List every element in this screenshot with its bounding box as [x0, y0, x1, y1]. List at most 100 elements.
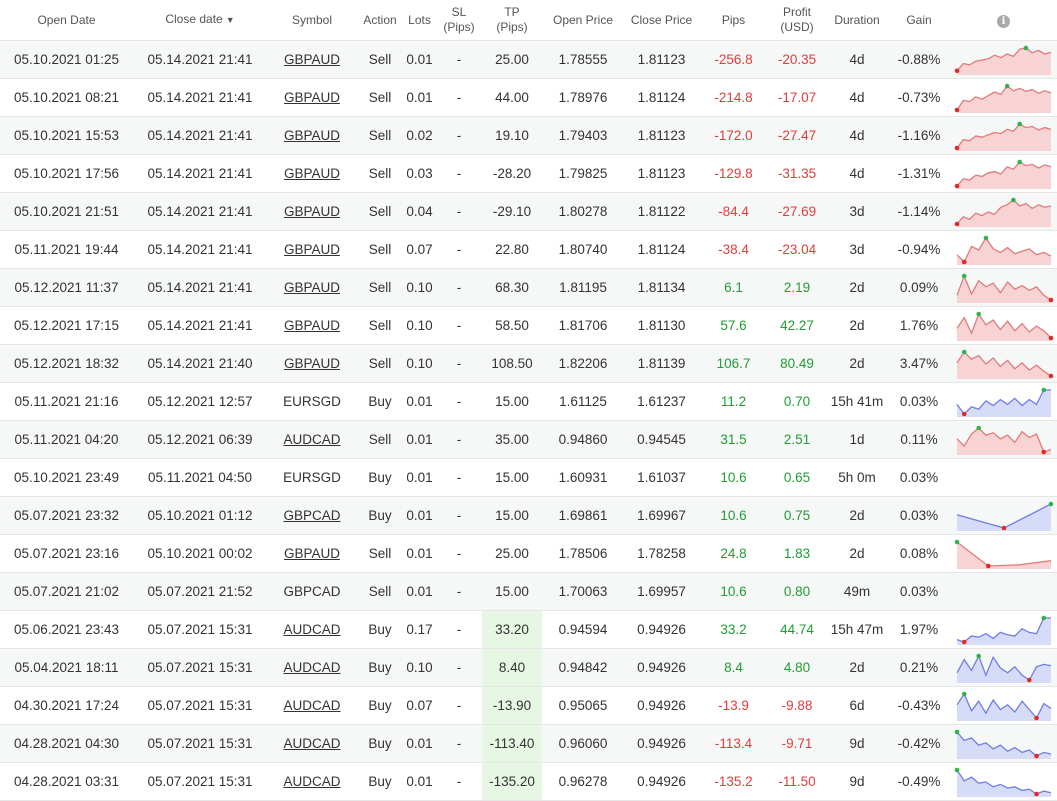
sparkline-max-dot — [1048, 501, 1053, 506]
tp-cell: 35.00 — [482, 420, 542, 459]
table-row[interactable]: 04.28.2021 03:31 05.07.2021 15:31 AUDCAD Bu… — [0, 762, 1057, 801]
close-price-cell: 1.69967 — [624, 496, 699, 535]
equity-sparkline[interactable] — [954, 615, 1054, 645]
symbol-link[interactable]: GBPAUD — [283, 52, 340, 67]
lots-cell: 0.17 — [403, 610, 436, 649]
gain-cell: -0.43% — [888, 686, 950, 725]
header-action[interactable]: Action — [357, 0, 403, 41]
equity-sparkline[interactable] — [954, 311, 1054, 341]
table-row[interactable]: 05.11.2021 19:44 05.14.2021 21:41 GBPAUD Se… — [0, 230, 1057, 269]
symbol-link[interactable]: AUDCAD — [283, 736, 341, 751]
header-close-date[interactable]: Close date ▼ — [133, 0, 267, 41]
equity-sparkline[interactable] — [954, 121, 1054, 151]
sparkline-area — [956, 47, 1051, 75]
header-close-price[interactable]: Close Price — [624, 0, 699, 41]
table-row[interactable]: 05.10.2021 01:25 05.14.2021 21:41 GBPAUD Se… — [0, 40, 1057, 79]
equity-sparkline[interactable] — [954, 425, 1054, 455]
table-row[interactable]: 05.10.2021 21:51 05.14.2021 21:41 GBPAUD Se… — [0, 192, 1057, 231]
table-row[interactable]: 05.04.2021 18:11 05.07.2021 15:31 AUDCAD Bu… — [0, 648, 1057, 687]
table-row[interactable]: 05.06.2021 23:43 05.07.2021 15:31 AUDCAD Bu… — [0, 610, 1057, 649]
symbol-link[interactable]: AUDCAD — [283, 622, 341, 637]
symbol-link[interactable]: GBPAUD — [283, 356, 340, 371]
equity-sparkline[interactable] — [954, 653, 1054, 683]
symbol-link[interactable]: GBPAUD — [283, 90, 340, 105]
profit-cell: 2.19 — [768, 268, 826, 307]
sparkline-min-dot — [1026, 677, 1032, 682]
lots-cell: 0.01 — [403, 724, 436, 763]
symbol-link[interactable]: AUDCAD — [283, 432, 341, 447]
header-sl[interactable]: SL (Pips) — [436, 0, 482, 41]
sparkline-min-dot — [954, 183, 959, 188]
pips-cell: -38.4 — [699, 230, 768, 269]
equity-sparkline[interactable] — [954, 83, 1054, 113]
header-symbol[interactable]: Symbol — [267, 0, 357, 41]
symbol-link[interactable]: AUDCAD — [283, 698, 341, 713]
equity-sparkline[interactable] — [954, 539, 1054, 569]
equity-sparkline[interactable] — [954, 767, 1054, 797]
equity-sparkline[interactable] — [954, 387, 1054, 417]
open-price-cell: 0.95065 — [542, 686, 624, 725]
table-row[interactable]: 05.07.2021 23:16 05.10.2021 00:02 GBPAUD Se… — [0, 534, 1057, 573]
symbol-link[interactable]: GBPAUD — [283, 204, 340, 219]
symbol-link[interactable]: GBPAUD — [283, 166, 340, 181]
symbol-cell: AUDCAD — [267, 648, 357, 687]
equity-sparkline[interactable] — [954, 159, 1054, 189]
equity-sparkline[interactable] — [954, 729, 1054, 759]
equity-sparkline-cell — [950, 534, 1057, 573]
sparkline-min-dot — [1033, 753, 1039, 758]
header-open-date[interactable]: Open Date — [0, 0, 133, 41]
open-date-cell: 04.28.2021 03:31 — [0, 762, 133, 801]
table-row[interactable]: 05.12.2021 18:32 05.14.2021 21:40 GBPAUD Se… — [0, 344, 1057, 383]
header-duration[interactable]: Duration — [826, 0, 888, 41]
table-row[interactable]: 05.10.2021 15:53 05.14.2021 21:41 GBPAUD Se… — [0, 116, 1057, 155]
equity-sparkline[interactable] — [954, 197, 1054, 227]
symbol-link[interactable]: GBPAUD — [283, 242, 340, 257]
symbol-link[interactable]: GBPAUD — [283, 280, 340, 295]
table-row[interactable]: 04.30.2021 17:24 05.07.2021 15:31 AUDCAD Bu… — [0, 686, 1057, 725]
table-row[interactable]: 05.07.2021 21:02 05.07.2021 21:52 GBPCAD Se… — [0, 572, 1057, 611]
header-open-price[interactable]: Open Price — [542, 0, 624, 41]
table-row[interactable]: 05.10.2021 17:56 05.14.2021 21:41 GBPAUD Se… — [0, 154, 1057, 193]
profit-cell: 80.49 — [768, 344, 826, 383]
equity-sparkline[interactable] — [954, 349, 1054, 379]
info-icon[interactable]: i — [997, 14, 1010, 28]
table-row[interactable]: 05.10.2021 23:49 05.11.2021 04:50 EURSGD Bu… — [0, 458, 1057, 497]
duration-cell: 9d — [826, 724, 888, 763]
equity-sparkline[interactable] — [954, 501, 1054, 531]
close-price-cell: 1.81122 — [624, 192, 699, 231]
equity-sparkline-cell — [950, 230, 1057, 269]
open-date-cell: 05.10.2021 17:56 — [0, 154, 133, 193]
table-row[interactable]: 04.28.2021 04:30 05.07.2021 15:31 AUDCAD Bu… — [0, 724, 1057, 763]
symbol-link[interactable]: AUDCAD — [283, 774, 341, 789]
equity-sparkline[interactable] — [954, 691, 1054, 721]
symbol-link[interactable]: GBPAUD — [283, 546, 340, 561]
header-tp[interactable]: TP (Pips) — [482, 0, 542, 41]
table-row[interactable]: 05.10.2021 08:21 05.14.2021 21:41 GBPAUD Se… — [0, 78, 1057, 117]
table-row[interactable]: 05.11.2021 21:16 05.12.2021 12:57 EURSGD Bu… — [0, 382, 1057, 421]
symbol-link[interactable]: GBPAUD — [283, 318, 340, 333]
header-profit[interactable]: Profit (USD) — [768, 0, 826, 41]
table-row[interactable]: 05.12.2021 11:37 05.14.2021 21:41 GBPAUD Se… — [0, 268, 1057, 307]
header-gain[interactable]: Gain — [888, 0, 950, 41]
table-row[interactable]: 05.07.2021 23:32 05.10.2021 01:12 GBPCAD Bu… — [0, 496, 1057, 535]
symbol-link[interactable]: GBPCAD — [283, 508, 341, 523]
sparkline-area — [956, 731, 1051, 759]
open-date-cell: 05.10.2021 23:49 — [0, 458, 133, 497]
header-pips[interactable]: Pips — [699, 0, 768, 41]
table-row[interactable]: 05.12.2021 17:15 05.14.2021 21:41 GBPAUD Se… — [0, 306, 1057, 345]
sl-cell: - — [436, 230, 482, 269]
action-cell: Sell — [357, 40, 403, 79]
table-row[interactable]: 05.11.2021 04:20 05.12.2021 06:39 AUDCAD Se… — [0, 420, 1057, 459]
header-symbol-label: Symbol — [291, 12, 332, 27]
symbol-link[interactable]: GBPAUD — [283, 128, 340, 143]
action-cell: Sell — [357, 572, 403, 611]
close-date-cell: 05.07.2021 15:31 — [133, 686, 267, 725]
equity-sparkline[interactable] — [954, 45, 1054, 75]
tp-cell: 33.20 — [482, 610, 542, 649]
close-date-cell: 05.14.2021 21:41 — [133, 40, 267, 79]
equity-sparkline[interactable] — [954, 235, 1054, 265]
close-price-cell: 1.81139 — [624, 344, 699, 383]
equity-sparkline[interactable] — [954, 273, 1054, 303]
symbol-link[interactable]: AUDCAD — [283, 660, 341, 675]
header-lots[interactable]: Lots — [403, 0, 436, 41]
